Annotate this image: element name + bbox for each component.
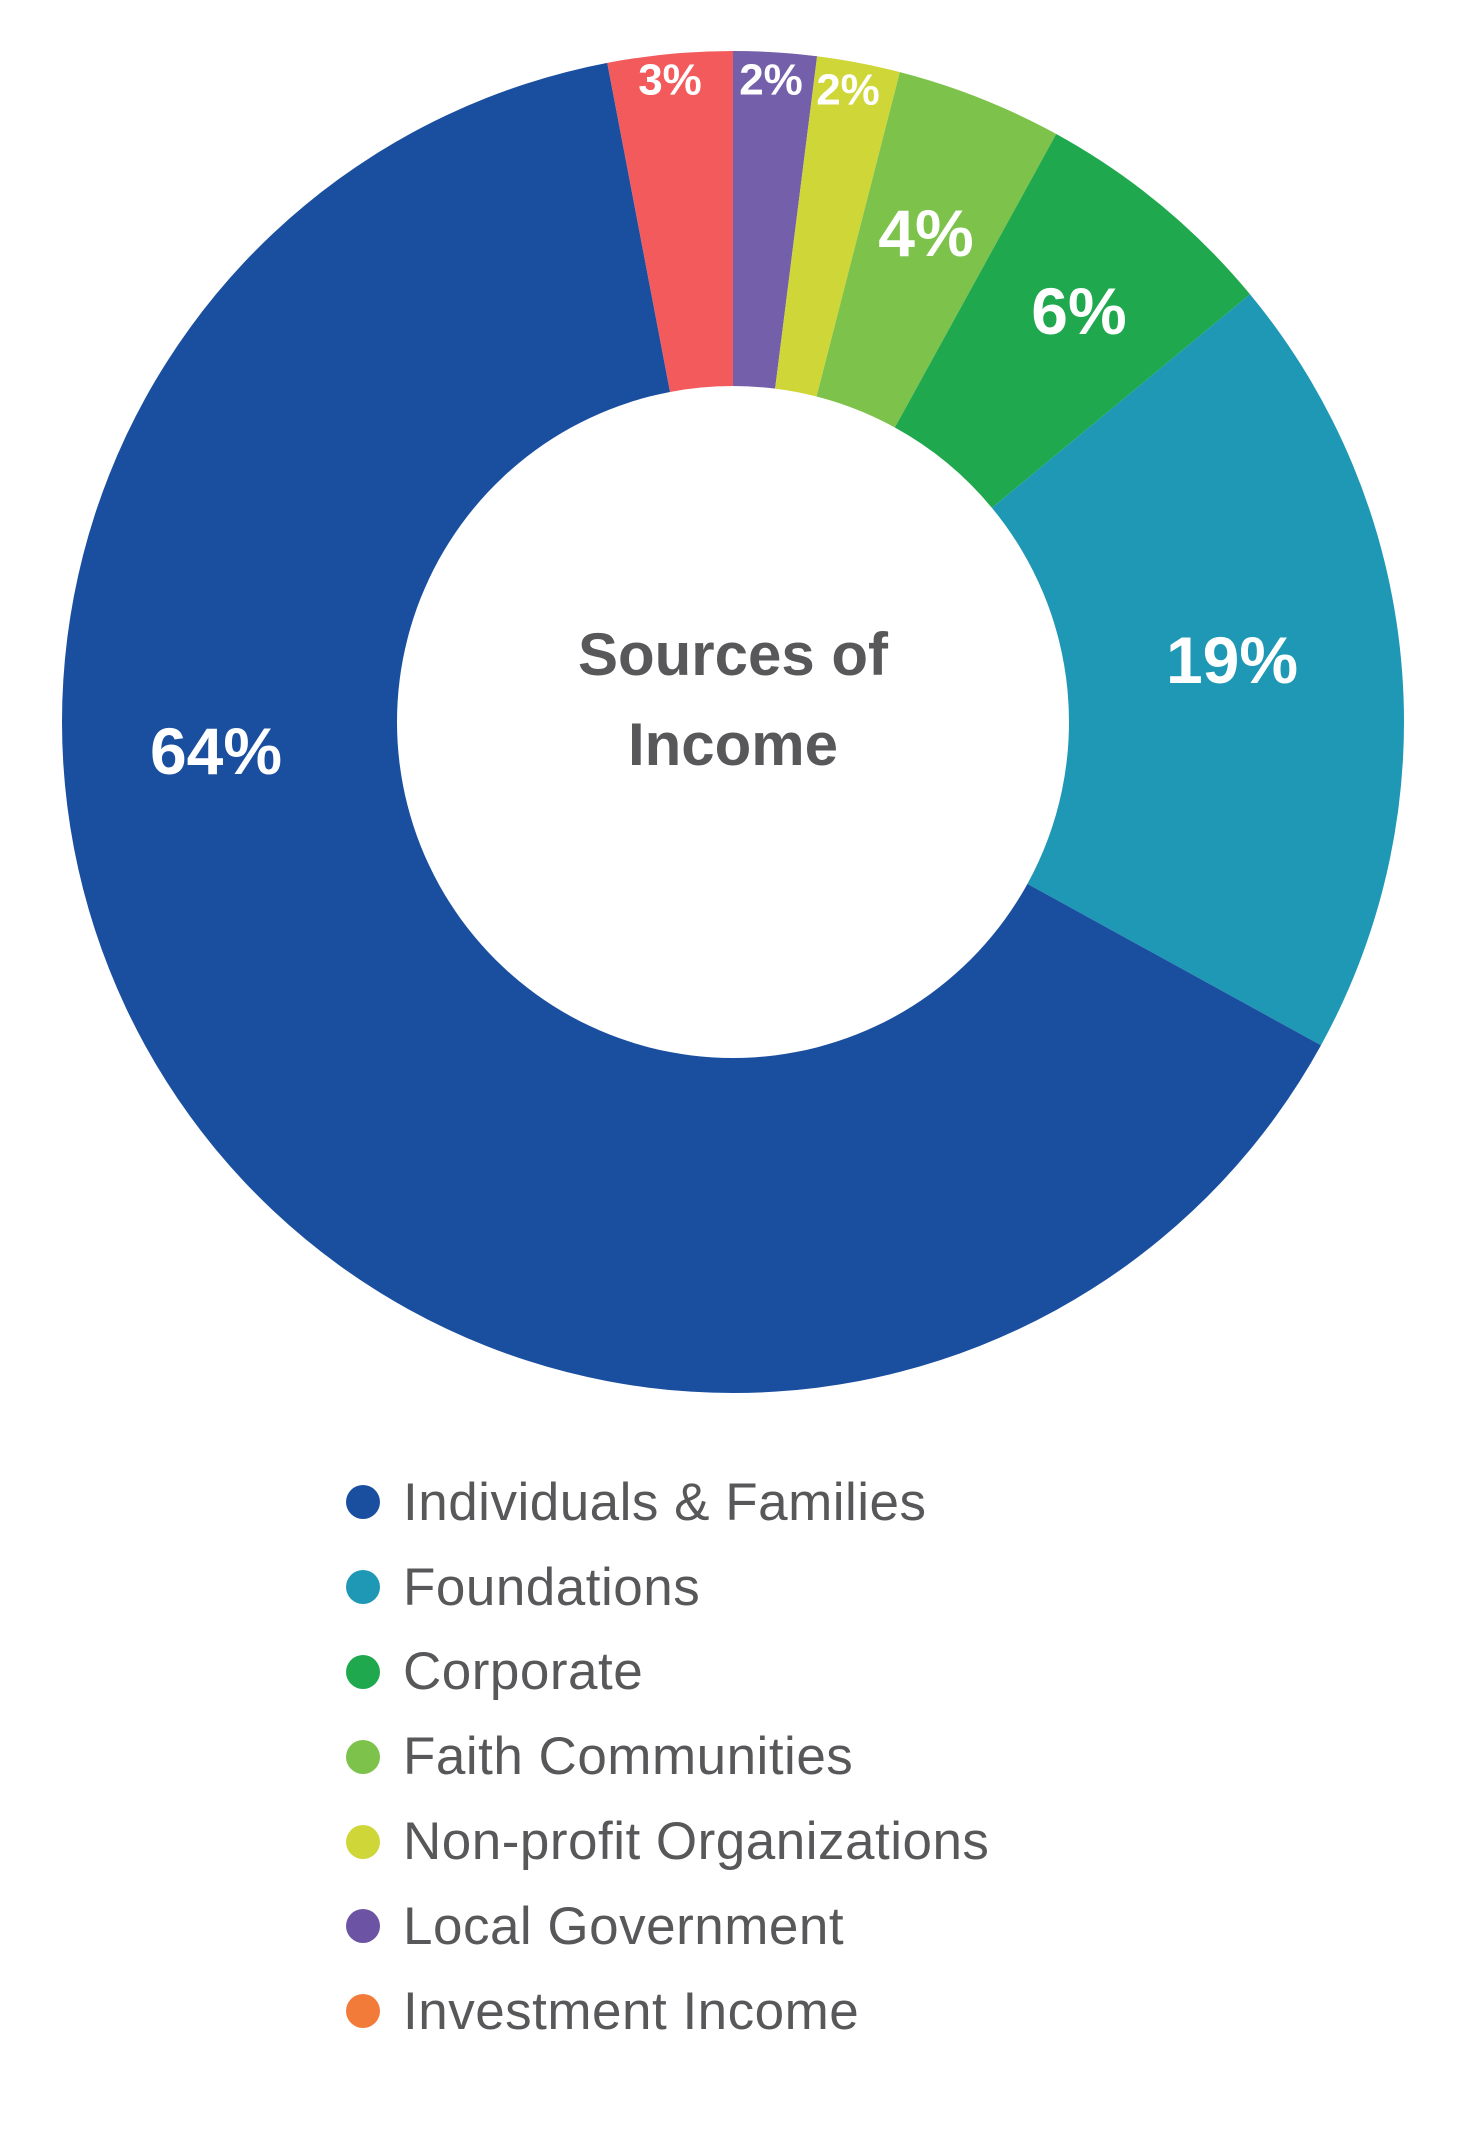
- legend-item-individuals-families: Individuals & Families: [346, 1460, 989, 1545]
- slice-label: 64%: [150, 714, 282, 788]
- slice-label: 6%: [1031, 274, 1126, 348]
- legend-item-non-profit-organizations: Non-profit Organizations: [346, 1799, 989, 1884]
- legend-item-foundations: Foundations: [346, 1545, 989, 1630]
- legend-dot-icon: [346, 1824, 380, 1859]
- legend-item-investment-income: Investment Income: [346, 1969, 989, 2054]
- chart-title-line-2: Income: [628, 711, 838, 778]
- legend-dot-icon: [346, 1994, 380, 2029]
- legend-label: Faith Communities: [403, 1727, 854, 1787]
- legend-item-corporate: Corporate: [346, 1630, 989, 1715]
- slice-label: 2%: [816, 66, 880, 115]
- donut-slice-local-government: [733, 51, 818, 389]
- slice-label: 2%: [739, 56, 803, 105]
- legend-label: Foundations: [403, 1557, 701, 1617]
- legend-label: Non-profit Organizations: [403, 1812, 990, 1872]
- donut-slice-foundations: [991, 294, 1405, 1046]
- legend-label: Individuals & Families: [403, 1472, 927, 1532]
- slice-label: 4%: [878, 196, 973, 270]
- donut-chart-svg: 2% 2% 4% 6% 19% 64% 3% Sources of Income: [61, 51, 1405, 1393]
- donut-slice-corporate: [894, 133, 1251, 508]
- chart-title-line-1: Sources of: [578, 621, 889, 688]
- slice-label: 3%: [638, 56, 702, 105]
- slice-label: 19%: [1166, 623, 1298, 697]
- legend-dot-icon: [346, 1909, 380, 1944]
- slice-labels: 2% 2% 4% 6% 19% 64% 3%: [150, 56, 1298, 789]
- legend-label: Local Government: [403, 1896, 845, 1956]
- legend-dot-icon: [346, 1570, 380, 1605]
- donut-chart: 2% 2% 4% 6% 19% 64% 3% Sources of Income: [61, 51, 1405, 1393]
- legend-item-local-government: Local Government: [346, 1884, 989, 1969]
- donut-slices: [61, 51, 1405, 1393]
- legend-label: Investment Income: [403, 1981, 860, 2041]
- donut-slice-faith-communities: [816, 72, 1057, 428]
- donut-slice-non-profit-organizations: [775, 56, 900, 397]
- legend-dot-icon: [346, 1739, 380, 1774]
- legend-dot-icon: [346, 1654, 380, 1689]
- chart-legend: Individuals & Families Foundations Corpo…: [346, 1460, 989, 2054]
- chart-title: Sources of Income: [578, 621, 889, 778]
- donut-slice-investment-income: [607, 51, 733, 392]
- legend-label: Corporate: [403, 1642, 644, 1702]
- legend-item-faith-communities: Faith Communities: [346, 1714, 989, 1799]
- donut-slice-individuals-families: [61, 62, 1322, 1393]
- legend-dot-icon: [346, 1485, 380, 1520]
